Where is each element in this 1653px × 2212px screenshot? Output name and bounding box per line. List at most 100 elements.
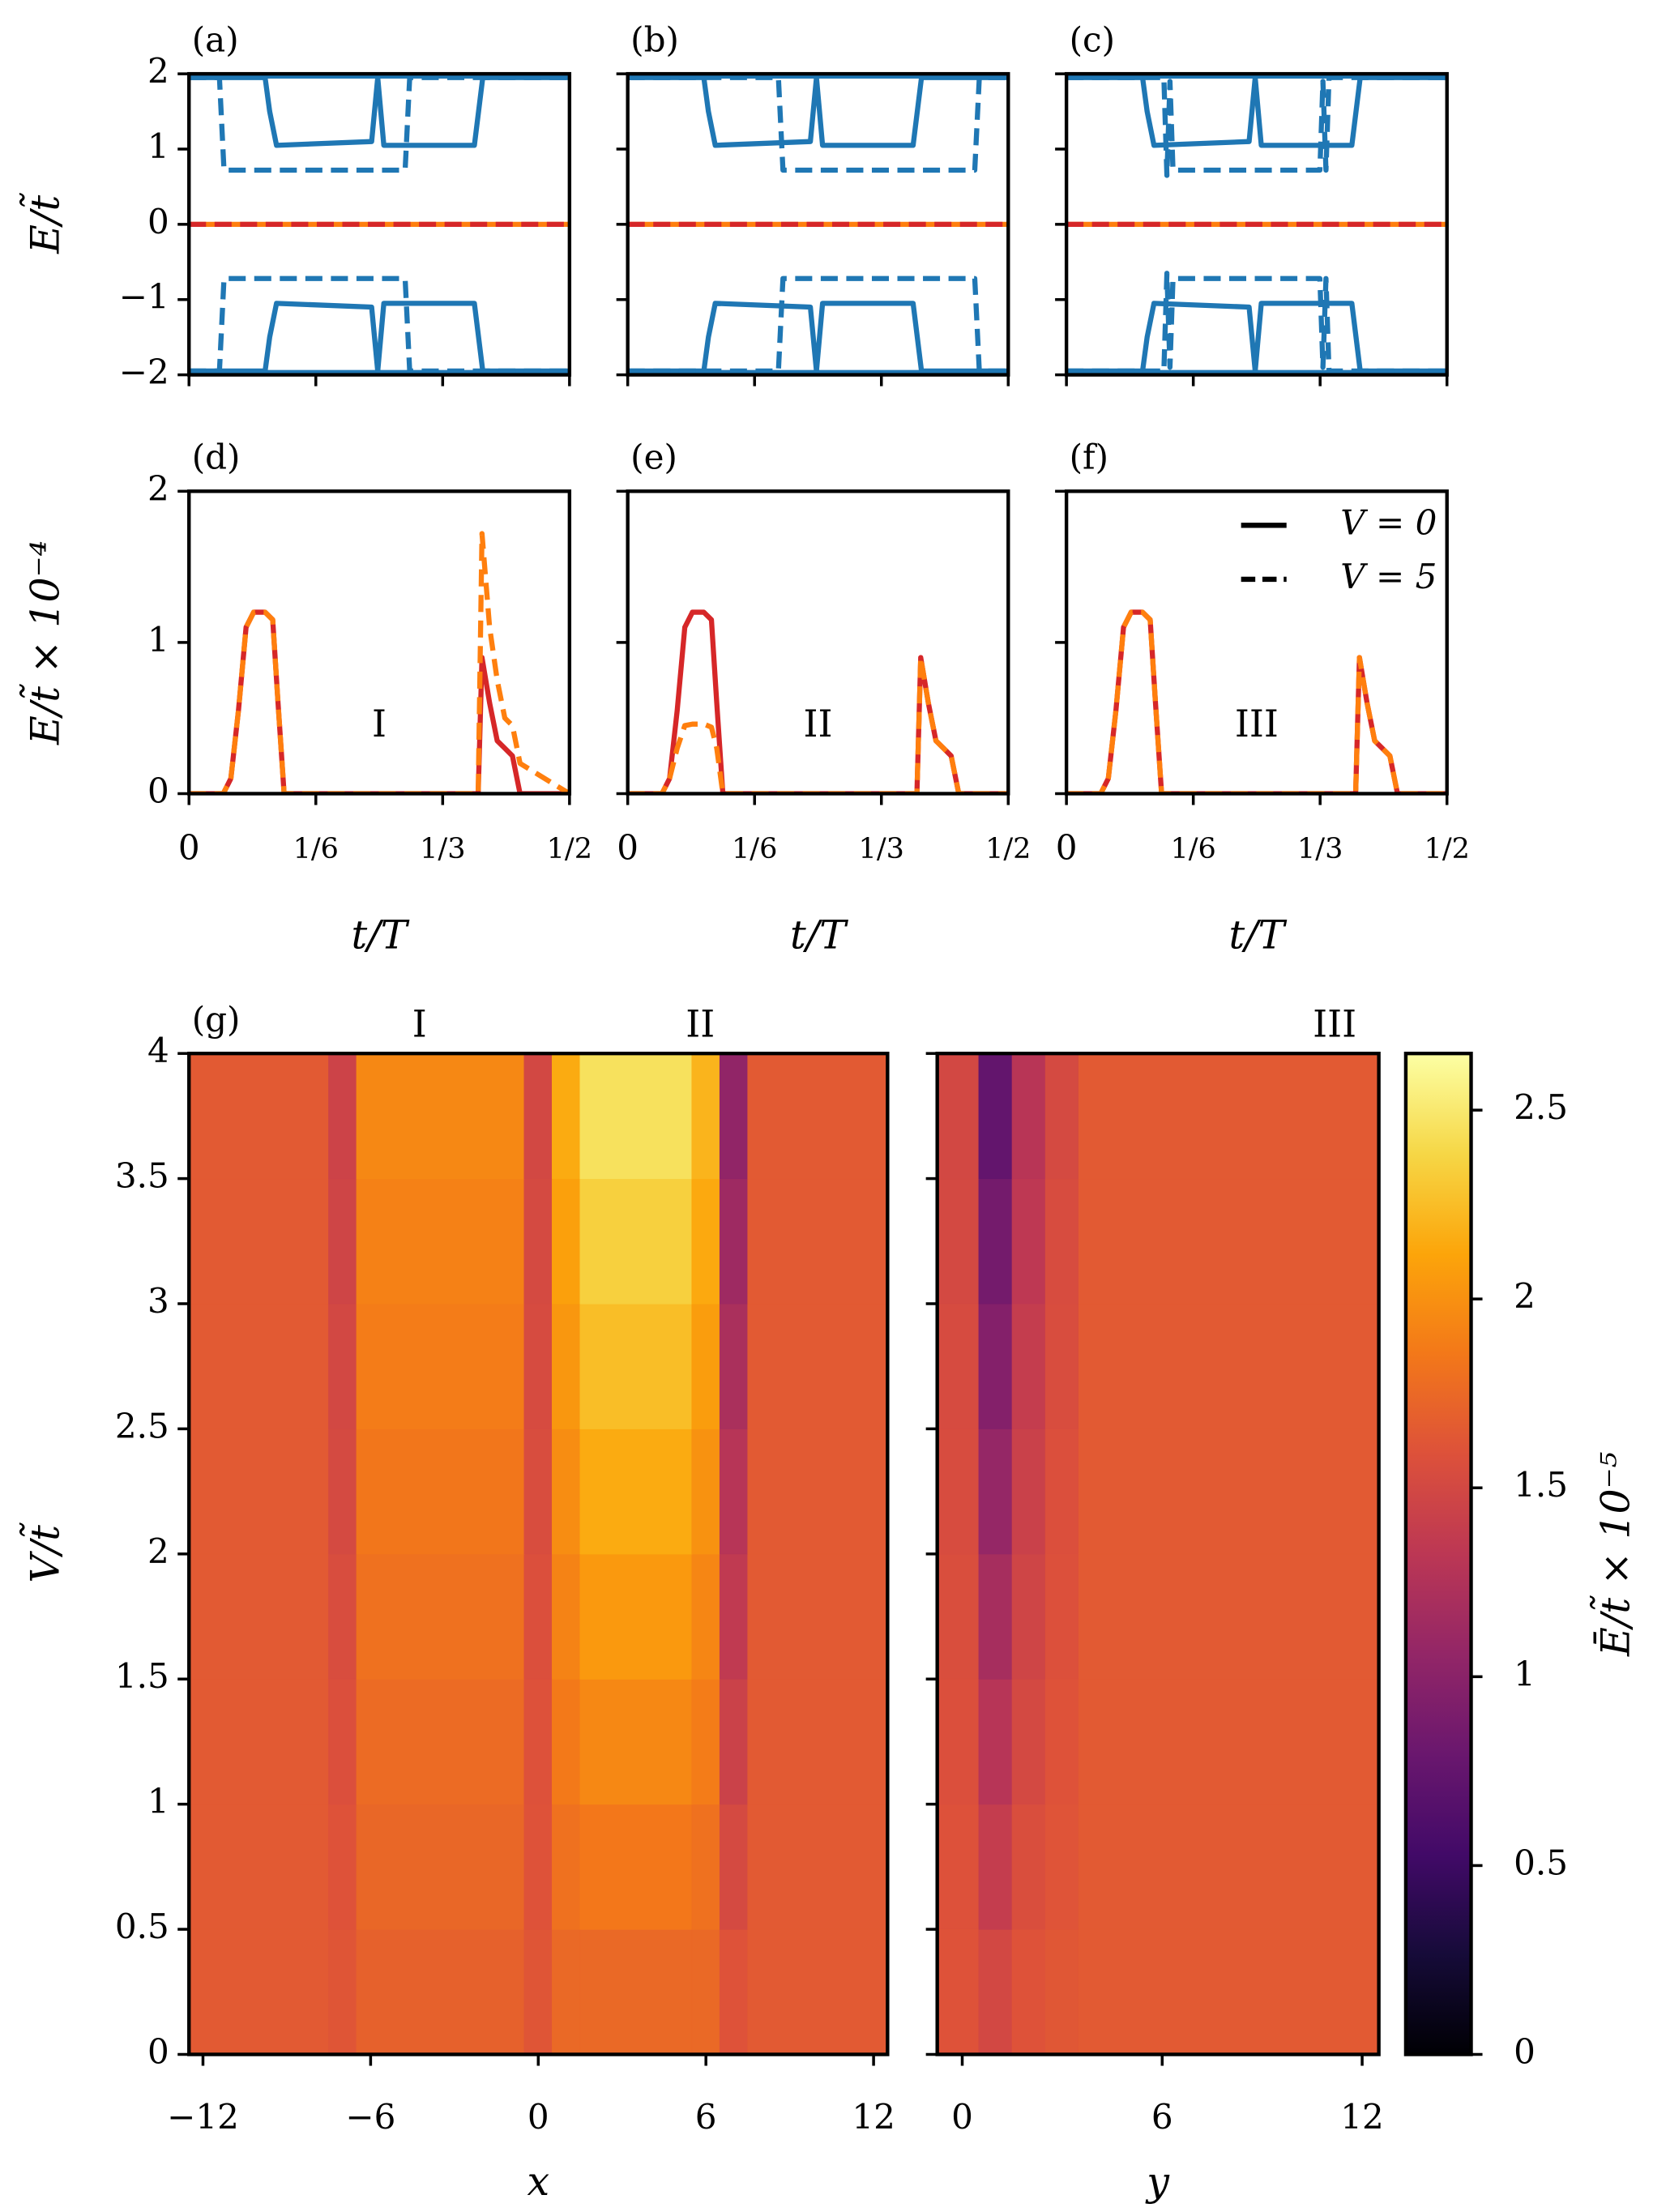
heatmap-cell [328,1053,357,1180]
heatmap-cell [747,1428,888,1555]
heatmap-cell [356,1553,525,1680]
y-tick-label: 1.5 [115,1656,169,1696]
heatmap-cell [1044,1553,1079,1680]
x-tick-label: 1/2 [1424,832,1470,865]
heatmap-cell [747,1928,888,2055]
x-tick-label: −12 [167,2097,239,2137]
colorbar-tick-label: 2 [1514,1276,1536,1316]
panel: 00.511.522.533.54−12 −6 0 6 12(g)V/t̃xI II [19,1000,895,2206]
heatmap-cell [523,1178,553,1305]
heatmap-cell [1044,1053,1079,1180]
heatmap-cell [579,1178,693,1305]
x-axis-label: y [1145,2158,1170,2205]
x-tick-label: 1/6 [1170,832,1215,865]
panel-label: (d) [192,438,241,477]
heatmap-cell [1044,1804,1079,1930]
heatmap-cell [1011,1178,1046,1305]
heatmap-cell [552,1178,581,1305]
y-tick-label: 3 [147,1281,169,1321]
heatmap-cell [523,1428,553,1555]
heatmap-cell [1011,1053,1046,1180]
data-line [627,75,1009,173]
x-tick-label: 0 [951,2097,973,2137]
y-tick-label: 1 [147,620,169,660]
heatmap-cell [719,1804,749,1930]
heatmap-cell [747,1303,888,1429]
heatmap-cell [978,1804,1013,1930]
heatmap-cell [579,1303,693,1429]
y-tick-label: 0 [147,771,169,811]
data-line [189,75,570,148]
plot-area [1066,74,1447,375]
y-tick-label: −2 [119,352,169,392]
data-line [1066,75,1447,148]
heatmap-cell [691,1303,720,1429]
panel: −2 −1 0 1 2 (a) E/t̃ [19,20,572,392]
heatmap-cell [691,1928,720,2055]
data-line [189,75,570,173]
y-tick-label: 2 [147,1531,169,1571]
heatmap-cell [719,1428,749,1555]
heatmap-cell [328,1553,357,1680]
heatmap-cell [523,1928,553,2055]
heatmap-cell [328,1178,357,1305]
panel-label: (g) [192,1000,241,1040]
heatmap-cell [1011,1553,1046,1680]
x-tick-label: 1/3 [859,832,904,865]
heatmap-cell [328,1303,357,1429]
heatmap-cell [523,1053,553,1180]
heatmap-cell [719,1928,749,2055]
heatmap-cell [189,1928,330,2055]
colorbar-tick-label: 0.5 [1514,1843,1568,1882]
heatmap-cell [937,1678,980,1805]
heatmap-cell [523,1678,553,1805]
heatmap-cell [747,1678,888,1805]
heatmap-cell [552,1804,581,1930]
data-line [1066,271,1447,374]
x-tick-label: 0 [1056,828,1078,868]
x-tick-label: 1/2 [547,832,592,865]
heatmap-cell [1078,1553,1379,1680]
y-axis-label: V/t̃ [19,1522,69,1583]
annotation: I [412,1003,427,1046]
data-line [189,301,570,374]
heatmap-cell [937,1303,980,1429]
data-line [1066,75,1447,178]
x-tick-label: 1/3 [420,832,465,865]
heatmap-cell [691,1804,720,1930]
annotation: II [686,1003,715,1046]
heatmap-cell [523,1553,553,1680]
heatmap-cell [189,1053,330,1180]
annotation: II [803,702,832,745]
heatmap-cell [328,1804,357,1930]
data-line [189,609,570,794]
colorbar-tick-label: 2.5 [1514,1087,1568,1127]
panel: (b) [616,20,1010,386]
heatmap-cell [937,1178,980,1305]
heatmap-cell [328,1928,357,2055]
y-axis-label: E/t̃ [19,193,69,254]
panel-label: (f) [1070,438,1108,477]
heatmap-cell [1011,1303,1046,1429]
x-tick-label: 12 [1340,2097,1384,2137]
heatmap-cell [356,1178,525,1305]
heatmap-cell [523,1804,553,1930]
x-tick-label: 0 [178,828,200,868]
data-line [627,275,1009,374]
annotation: III [1313,1003,1356,1046]
annotation: III [1235,702,1279,745]
heatmap-cell [978,1928,1013,2055]
heatmap-cell [1078,1053,1379,1180]
heatmap-cell [579,1553,693,1680]
heatmap-cell [937,1553,980,1680]
plot-area [189,74,570,375]
heatmap-cell [579,1053,693,1180]
panel: 0 1/6 1/3 1/2 (e) t/T II [616,438,1031,959]
heatmap-cell [978,1178,1013,1305]
x-tick-label: 1/3 [1297,832,1343,865]
y-axis-label: E/t̃ × 10⁻⁴ [19,540,69,745]
x-tick-label: 1/6 [732,832,777,865]
plot-area [189,531,570,794]
heatmap-cell [1078,1678,1379,1805]
